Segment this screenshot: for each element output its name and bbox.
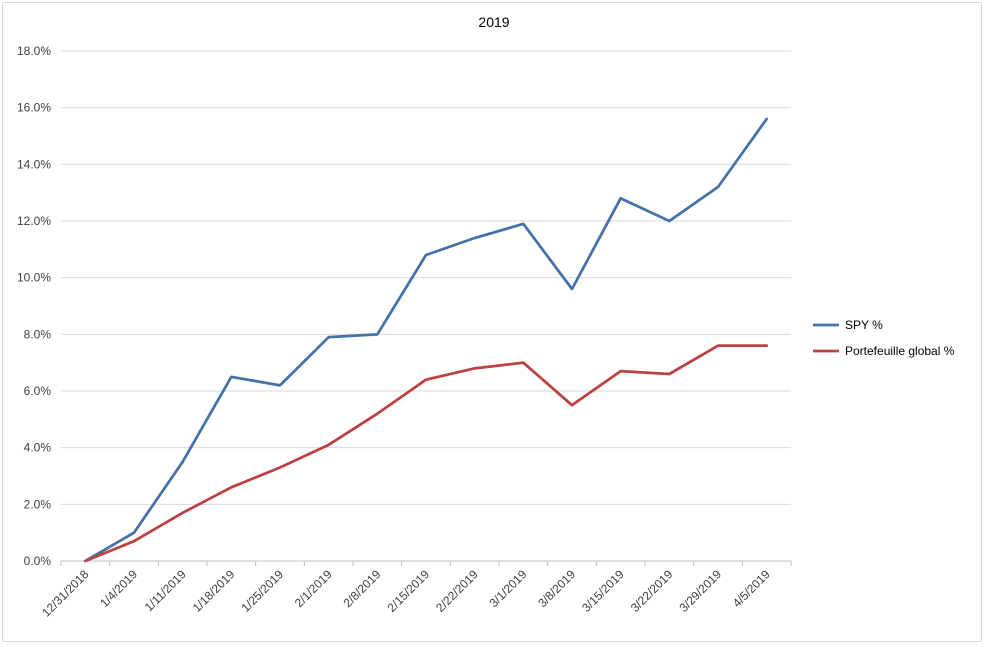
x-tick-label: 3/29/2019 xyxy=(676,567,724,615)
y-tick-label: 12.0% xyxy=(17,214,51,228)
y-tick-label: 8.0% xyxy=(24,327,52,341)
y-tick-label: 6.0% xyxy=(24,384,52,398)
x-tick-label: 2/15/2019 xyxy=(384,567,432,615)
x-tick-label: 1/18/2019 xyxy=(190,567,238,615)
legend-label-0: SPY % xyxy=(845,318,883,332)
x-tick-label: 3/8/2019 xyxy=(535,567,578,610)
y-tick-label: 0.0% xyxy=(24,554,52,568)
y-axis-ticks: 0.0% 2.0% 4.0% 6.0% 8.0% 10.0% 12.0% 14.0% 16.0%… xyxy=(17,44,51,568)
x-tick-label: 1/4/2019 xyxy=(97,567,140,610)
line-chart: 2019 0.0% 2.0% 4.0% 6.0% 8.0% 10.0% 12.0% 14.0%… xyxy=(17,14,955,620)
x-tick-label: 1/11/2019 xyxy=(142,567,189,614)
chart-title: 2019 xyxy=(478,14,509,30)
gridlines xyxy=(61,50,791,562)
x-tick-label: 2/8/2019 xyxy=(341,567,384,610)
x-tick-label: 2/22/2019 xyxy=(433,567,481,615)
series-line-0 xyxy=(83,117,769,563)
x-tick-label: 3/15/2019 xyxy=(579,567,627,615)
x-tick-label: 3/22/2019 xyxy=(628,567,676,615)
y-tick-label: 18.0% xyxy=(17,44,51,58)
x-tick-label: 12/31/2018 xyxy=(39,567,92,620)
y-tick-label: 10.0% xyxy=(17,271,51,285)
x-tick-label: 4/5/2019 xyxy=(730,567,773,610)
y-tick-label: 2.0% xyxy=(24,497,52,511)
legend-label-1: Portefeuille global % xyxy=(845,344,955,358)
x-tick-label: 1/25/2019 xyxy=(238,567,286,615)
y-tick-label: 16.0% xyxy=(17,101,51,115)
x-axis-ticks: 12/31/2018 1/4/2019 1/11/2019 1/18/2019 1/25… xyxy=(39,561,792,620)
y-tick-label: 14.0% xyxy=(17,157,51,171)
legend: SPY % Portefeuille global % xyxy=(813,318,955,358)
x-tick-label: 2/1/2019 xyxy=(292,567,335,610)
series-lines xyxy=(83,117,769,563)
y-tick-label: 4.0% xyxy=(24,441,52,455)
x-tick-label: 3/1/2019 xyxy=(487,567,530,610)
